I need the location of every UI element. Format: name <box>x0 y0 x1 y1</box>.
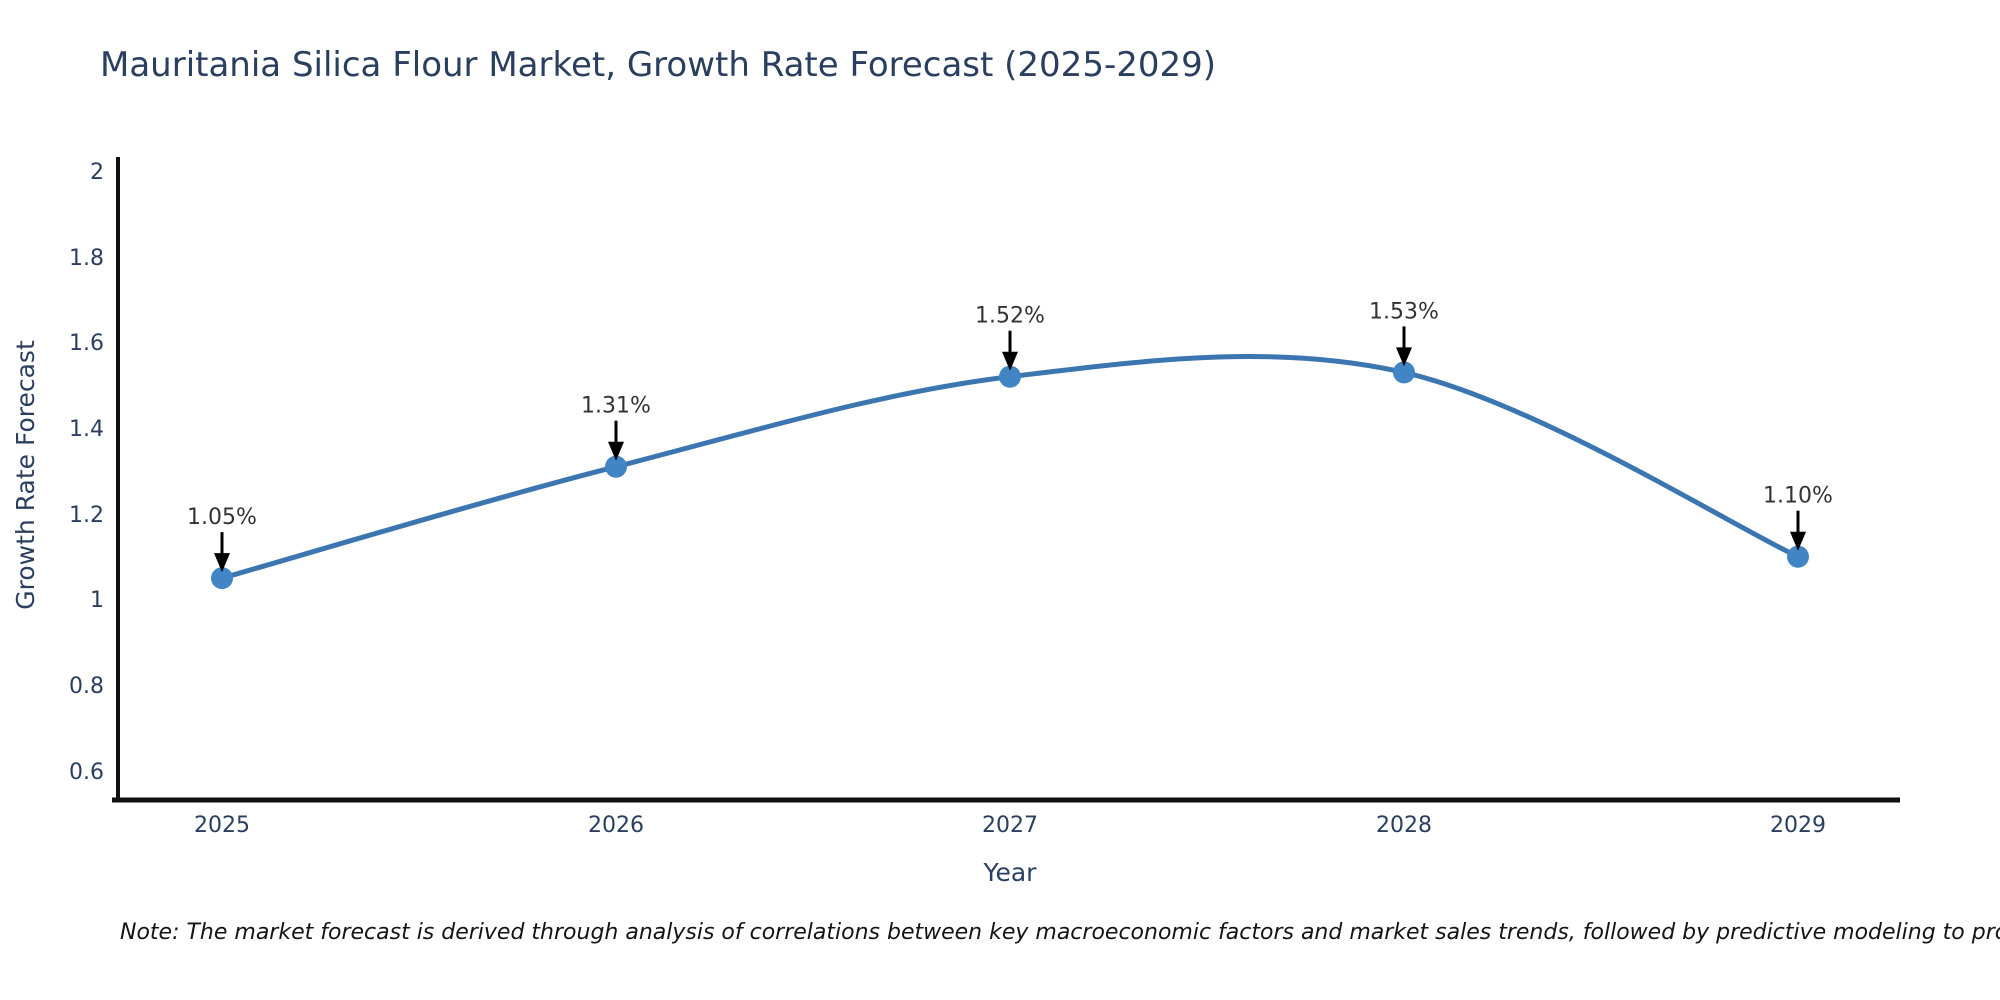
y-tick-1-2: 1.2 <box>69 503 104 528</box>
chart-title: Mauritania Silica Flour Market, Growth R… <box>100 45 1217 85</box>
annotation-label-2027: 1.52% <box>975 304 1045 329</box>
x-tick-2028: 2028 <box>1376 813 1432 838</box>
annotation-arrowhead-icon <box>214 553 230 573</box>
y-tick-labels: 2 1.8 1.6 1.4 1.2 1 0.8 0.6 <box>69 160 104 785</box>
data-point-marker-2029 <box>1787 545 1809 568</box>
forecast-line <box>219 353 1801 581</box>
annotation-label-2028: 1.53% <box>1369 299 1439 324</box>
y-tick-1-4: 1.4 <box>69 417 104 442</box>
y-tick-0-8: 0.8 <box>69 674 104 699</box>
y-tick-0-6: 0.6 <box>69 760 104 785</box>
x-tick-2029: 2029 <box>1770 813 1826 838</box>
annotation-arrowhead-icon <box>608 441 624 461</box>
data-point-marker-2027 <box>999 365 1021 388</box>
y-tick-1-6: 1.6 <box>69 331 104 356</box>
y-tick-1-8: 1.8 <box>69 246 104 271</box>
footnote: Note: The market forecast is derived thr… <box>120 920 2000 945</box>
annotation-label-2029: 1.10% <box>1763 484 1833 509</box>
x-tick-labels: 2025 2026 2027 2028 2029 <box>194 813 1826 838</box>
y-tick-1: 1 <box>90 588 104 613</box>
y-axis-title: Growth Rate Forecast <box>11 340 40 610</box>
x-axis-title: Year <box>983 858 1038 887</box>
annotation-label-2025: 1.05% <box>187 505 257 530</box>
x-tick-2026: 2026 <box>588 813 644 838</box>
annotation-arrowhead-icon <box>1790 531 1806 551</box>
data-point-marker-2026 <box>605 455 627 478</box>
data-point-marker-2028 <box>1393 361 1415 384</box>
data-point-marker-2025 <box>211 567 233 590</box>
annotation-arrowhead-icon <box>1002 351 1018 371</box>
annotation-arrowhead-icon <box>1396 347 1412 367</box>
x-tick-2025: 2025 <box>194 813 250 838</box>
x-tick-2027: 2027 <box>982 813 1038 838</box>
annotation-label-2026: 1.31% <box>581 394 651 419</box>
y-tick-2: 2 <box>90 160 104 185</box>
plot-layer: 1.05% 1.31% 1.52% 1.53% 1.10% <box>187 299 1833 590</box>
